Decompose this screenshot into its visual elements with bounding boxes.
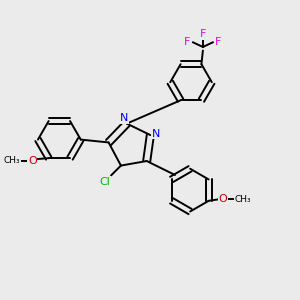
Text: CH₃: CH₃ [4, 156, 20, 165]
Text: CH₃: CH₃ [235, 195, 251, 204]
Text: N: N [152, 129, 160, 139]
Text: O: O [218, 194, 227, 204]
Text: F: F [200, 29, 206, 40]
Text: O: O [28, 155, 37, 166]
Text: F: F [215, 37, 221, 46]
Text: Cl: Cl [99, 177, 110, 187]
Text: N: N [120, 113, 129, 123]
Text: F: F [184, 37, 190, 46]
